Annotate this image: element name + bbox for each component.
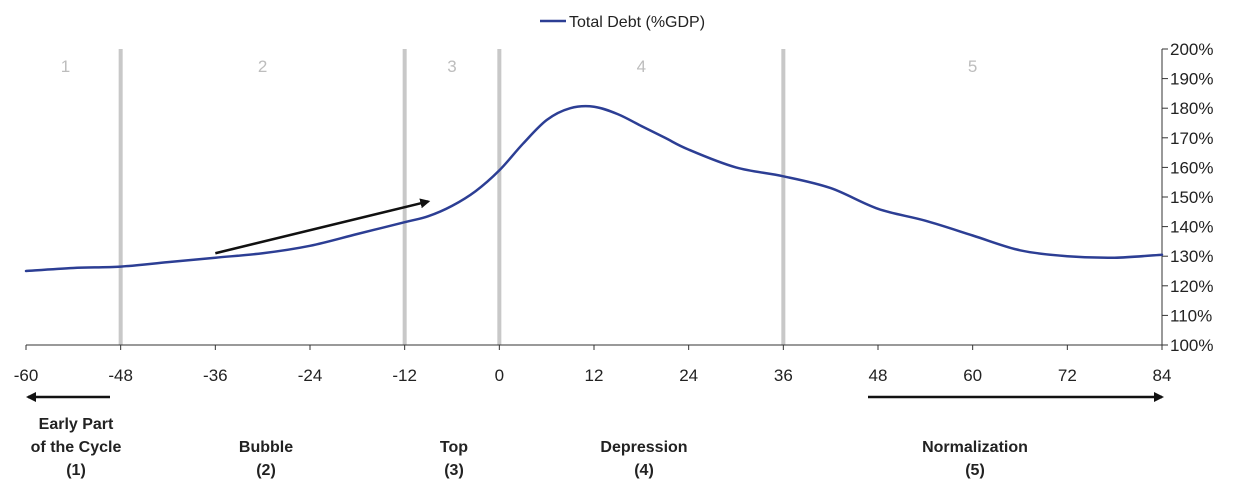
phase-number-labels: 1 2 3 4 5 bbox=[61, 57, 978, 76]
x-tick-label: 0 bbox=[495, 366, 504, 385]
y-tick-label: 170% bbox=[1170, 129, 1213, 148]
x-tick-label: -12 bbox=[392, 366, 417, 385]
legend: Total Debt (%GDP) bbox=[540, 14, 705, 31]
phase-label-early: Early Part of the Cycle (1) bbox=[31, 416, 122, 479]
y-tick-label: 160% bbox=[1170, 158, 1213, 177]
phase-number-label: 4 bbox=[637, 57, 646, 76]
phase-label-line: Bubble bbox=[239, 439, 293, 456]
x-tick-label: -24 bbox=[298, 366, 323, 385]
x-tick-label: 48 bbox=[869, 366, 888, 385]
phase-boundaries bbox=[118, 49, 786, 345]
phase-label-line: (1) bbox=[66, 462, 86, 479]
y-tick-label: 200% bbox=[1170, 40, 1213, 59]
phase-number-label: 1 bbox=[61, 57, 70, 76]
x-tick-label: -48 bbox=[108, 366, 133, 385]
phase-label-bubble: Bubble (2) bbox=[239, 439, 293, 479]
x-tick-label: -60 bbox=[14, 366, 39, 385]
phase-label-line: Top bbox=[440, 439, 468, 456]
y-tick-label: 110% bbox=[1170, 306, 1212, 325]
y-axis-ticks: 100% 110% 120% 130% 140% 150% 160% 170% 180% 190%… bbox=[1162, 40, 1213, 355]
y-tick-label: 140% bbox=[1170, 218, 1213, 237]
series-line-total-debt bbox=[24, 104, 1164, 273]
x-tick-label: 84 bbox=[1153, 366, 1172, 385]
phase-label-line: Normalization bbox=[922, 439, 1028, 456]
phase-label-line: (3) bbox=[444, 462, 464, 479]
x-tick-label: 60 bbox=[963, 366, 982, 385]
phase-number-label: 3 bbox=[447, 57, 456, 76]
phase-label-line: (4) bbox=[634, 462, 654, 479]
phase-label-line: (5) bbox=[965, 462, 985, 479]
phase-label-line: Depression bbox=[600, 439, 687, 456]
x-tick-label: 24 bbox=[679, 366, 698, 385]
x-tick-label: 36 bbox=[774, 366, 793, 385]
phase-label-normalization: Normalization (5) bbox=[922, 439, 1028, 479]
phase-label-line: Early Part bbox=[39, 416, 114, 433]
phase-number-label: 2 bbox=[258, 57, 267, 76]
y-tick-label: 150% bbox=[1170, 188, 1213, 207]
y-tick-label: 130% bbox=[1170, 247, 1213, 266]
phase-label-line: of the Cycle bbox=[31, 439, 122, 456]
phase-label-line: (2) bbox=[256, 462, 276, 479]
y-tick-label: 120% bbox=[1170, 277, 1213, 296]
y-tick-label: 180% bbox=[1170, 99, 1213, 118]
x-tick-label: -36 bbox=[203, 366, 228, 385]
phase-label-depression: Depression (4) bbox=[600, 439, 687, 479]
annotation-arrow bbox=[215, 198, 431, 255]
x-tick-label: 72 bbox=[1058, 366, 1077, 385]
phase-number-label: 5 bbox=[968, 57, 977, 76]
x-tick-label: 12 bbox=[585, 366, 604, 385]
phase-label-top: Top (3) bbox=[440, 439, 468, 479]
y-tick-label: 190% bbox=[1170, 70, 1213, 89]
x-axis-ticks: -60 -48 -36 -24 -12 0 12 24 36 48 60 72 84 bbox=[14, 345, 1172, 385]
y-tick-label: 100% bbox=[1170, 336, 1213, 355]
legend-label: Total Debt (%GDP) bbox=[569, 14, 705, 31]
